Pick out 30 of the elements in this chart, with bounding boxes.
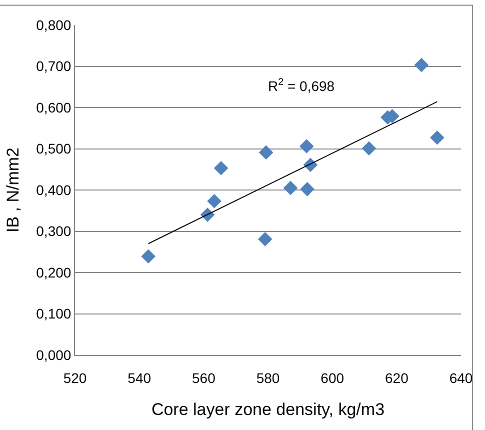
x-tick-label: 620 xyxy=(384,370,409,386)
y-tick-label: 0,800 xyxy=(36,16,72,33)
x-tick-label: 600 xyxy=(320,370,344,386)
x-tick-label: 580 xyxy=(256,370,280,386)
annotation: R$^{2}$ = 0,698 xyxy=(268,77,335,94)
x-tick-label: 520 xyxy=(63,370,87,386)
point xyxy=(300,182,314,196)
point xyxy=(299,139,314,154)
x-tick-label: 640 xyxy=(449,370,473,386)
x-axis-title: Core layer zone density, kg/m3 xyxy=(151,400,385,420)
y-tick-label: 0,200 xyxy=(36,264,72,280)
point xyxy=(283,180,298,196)
y-tick-label: 0,500 xyxy=(36,140,72,157)
y-axis-title: IB , N/mm2 xyxy=(4,147,23,233)
x-tick-label: 540 xyxy=(128,370,152,386)
y-tick-label: 0,400 xyxy=(36,182,72,198)
point xyxy=(207,194,222,208)
point xyxy=(141,249,156,264)
y-tick-label: 0,000 xyxy=(36,346,72,363)
y-tick-label: 0,300 xyxy=(36,223,72,240)
y-tick-label: 0,600 xyxy=(36,99,72,116)
point xyxy=(362,141,376,156)
x-tick-label: 560 xyxy=(192,370,216,386)
point xyxy=(258,232,272,246)
point xyxy=(414,58,429,72)
point xyxy=(214,160,228,176)
point xyxy=(258,145,274,160)
y-tick-label: 0,700 xyxy=(36,58,72,74)
y-tick-label: 0,100 xyxy=(36,306,72,322)
point xyxy=(430,130,444,145)
